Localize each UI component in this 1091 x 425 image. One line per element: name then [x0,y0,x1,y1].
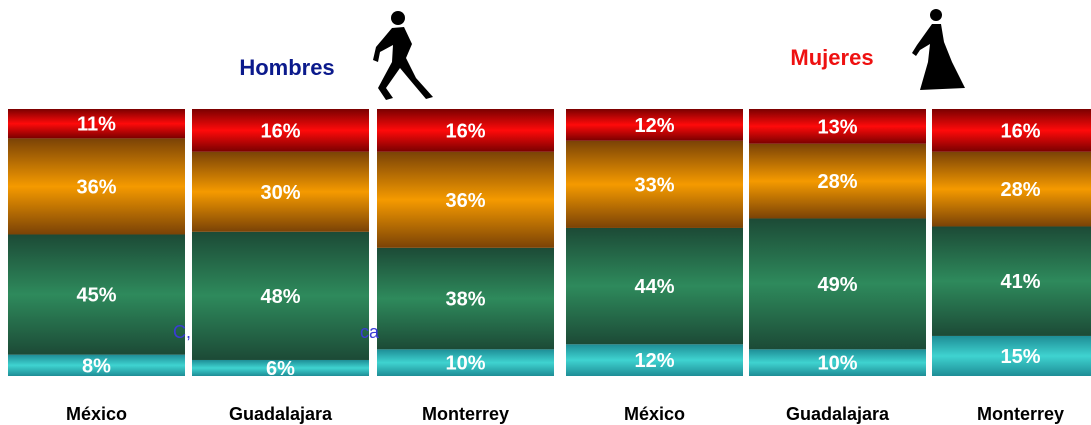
data-label: 33% [634,174,674,196]
data-label: 10% [445,353,485,375]
chart-title: Hombres [239,55,334,80]
bar-segment-bottom [566,344,743,376]
data-label: 13% [817,116,857,138]
bar-segment-red [566,109,743,141]
data-label: 16% [260,120,300,142]
bar-segment-red [8,109,185,139]
bar-segment-green [8,234,185,355]
bar-segment-red [192,109,369,152]
category-label: México [66,404,127,424]
category-label: Guadalajara [786,404,890,424]
category-label: Monterrey [977,404,1064,424]
bar-segment-green [377,247,554,350]
bar-segment-green [192,231,369,360]
chart-title: Mujeres [790,45,873,70]
data-label: 49% [817,274,857,296]
bar-segment-orange [749,143,926,219]
data-label: 10% [817,353,857,375]
data-label: 48% [260,286,300,308]
bar-segment-bottom [8,354,185,376]
data-label: 30% [260,182,300,204]
data-label: 36% [76,176,116,198]
data-label: 36% [445,190,485,212]
data-label: 45% [76,285,116,307]
bar-segment-orange [192,151,369,232]
data-label: 16% [445,120,485,142]
bar-segment-bottom [932,335,1091,376]
bar-segment-green [749,218,926,350]
data-label: 11% [77,114,116,136]
data-label: 8% [82,355,111,377]
category-label: México [624,404,685,424]
data-label: 6% [266,358,295,380]
bar-segment-green [566,227,743,345]
bar-segment-orange [566,140,743,228]
data-label: 28% [1000,179,1040,201]
bar-segment-bottom [377,349,554,376]
bar-segment-orange [932,151,1091,227]
data-label: 41% [1000,271,1040,293]
stray-text-fragment: C, [173,322,191,342]
bar-segment-red [749,109,926,144]
bar-segment-red [377,109,554,152]
category-label: Guadalajara [229,404,333,424]
walking-man-icon [373,11,433,100]
data-label: 12% [634,350,674,372]
data-label: 12% [634,115,674,137]
data-label: 16% [1000,120,1040,142]
bar-segment-bottom [192,359,369,376]
bar-segment-orange [8,138,185,235]
data-label: 38% [445,289,485,311]
bar-segment-bottom [749,349,926,376]
data-label: 44% [634,276,674,298]
stray-text-fragment: ca [360,322,380,342]
data-label: 28% [817,171,857,193]
bar-segment-orange [377,151,554,248]
bar-segment-green [932,226,1091,336]
data-label: 15% [1000,346,1040,368]
bar-segment-red [932,109,1091,152]
walking-woman-icon [912,9,965,90]
category-label: Monterrey [422,404,509,424]
